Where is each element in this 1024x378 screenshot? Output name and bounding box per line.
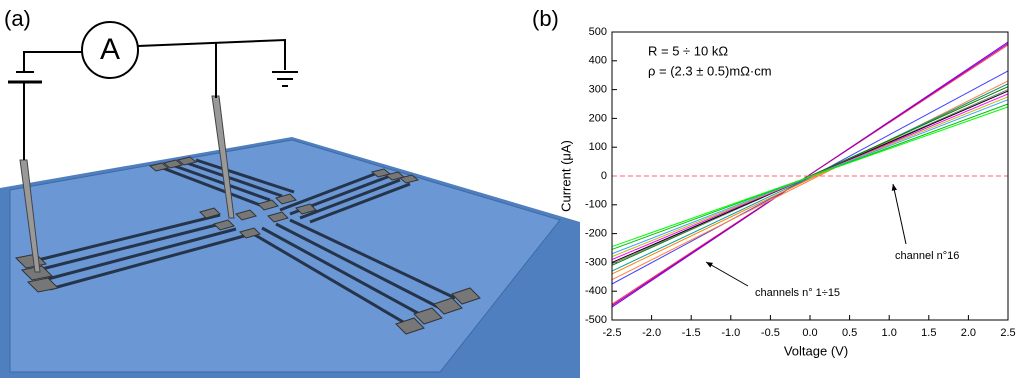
x-tick-label: 1.0 — [882, 327, 897, 339]
series-line — [611, 43, 1009, 307]
x-tick-label: -2.0 — [642, 327, 661, 339]
x-tick-label: 2.0 — [961, 327, 976, 339]
arrow-head — [706, 262, 713, 268]
y-tick-label: 300 — [589, 84, 607, 96]
y-tick-label: 400 — [589, 55, 607, 67]
x-tick-label: 0.5 — [842, 327, 857, 339]
circuit — [8, 21, 298, 160]
y-axis-label: Current (μA) — [558, 140, 573, 212]
x-tick-label: -0.5 — [761, 327, 780, 339]
y-tick-label: -400 — [585, 285, 607, 297]
note: R = 5 ÷ 10 kΩ — [648, 43, 728, 58]
x-tick-label: 2.5 — [1000, 327, 1015, 339]
arrow-head — [891, 184, 898, 191]
annotation-arrow — [892, 183, 907, 245]
y-tick-label: 100 — [589, 141, 607, 153]
y-tick-label: -100 — [585, 199, 607, 211]
x-tick-label: -2.5 — [603, 327, 622, 339]
note: ρ = (2.3 ± 0.5)mΩ·cm — [648, 63, 772, 78]
panel-label: (b) — [532, 6, 559, 31]
series-line — [611, 80, 1009, 281]
ammeter-label: A — [100, 33, 120, 66]
x-tick-label: -1.5 — [682, 327, 701, 339]
x-axis-label: Voltage (V) — [784, 343, 848, 358]
annotation-arrow — [705, 261, 749, 287]
series-line — [611, 106, 1009, 248]
schematic: A (a) — [0, 6, 580, 378]
y-tick-label: 500 — [589, 26, 607, 38]
y-tick-label: 0 — [601, 170, 607, 182]
y-tick-label: 200 — [589, 112, 607, 124]
y-tick-label: -200 — [585, 228, 607, 240]
annotation: channel n°16 — [895, 250, 959, 262]
y-tick-label: -500 — [585, 314, 607, 326]
series-line — [611, 86, 1009, 266]
x-tick-label: 1.5 — [921, 327, 936, 339]
annotation: channels n° 1÷15 — [755, 287, 840, 299]
panel-label: (a) — [4, 6, 31, 31]
plot-frame — [611, 31, 1009, 321]
x-tick-label: -1.0 — [721, 327, 740, 339]
y-tick-label: -300 — [585, 256, 607, 268]
series-line — [611, 83, 1009, 272]
x-tick-label: 0.0 — [802, 327, 817, 339]
